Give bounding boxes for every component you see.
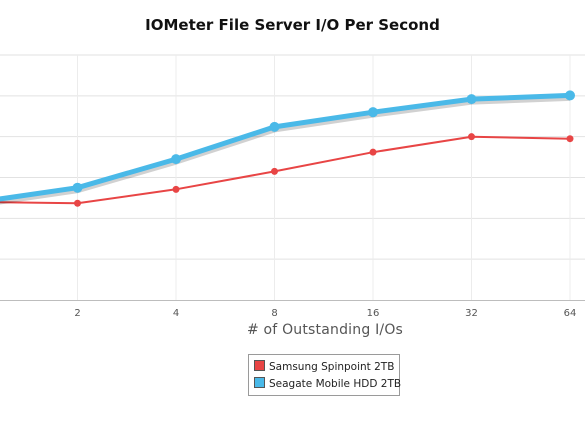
data-point-1[interactable]: [171, 154, 181, 165]
x-tick-labels: 2 4 8 16 32 64: [74, 308, 576, 319]
series-shadow-1: [0, 93, 571, 205]
x-tick-label: 64: [564, 308, 577, 319]
data-point-1[interactable]: [466, 94, 477, 105]
x-tick-label: 2: [74, 308, 80, 319]
data-point-1[interactable]: [72, 182, 83, 193]
data-point-0[interactable]: [566, 135, 574, 143]
data-point-0[interactable]: [468, 133, 475, 141]
data-point-1[interactable]: [368, 107, 378, 118]
series-line-1: [0, 92, 571, 202]
series-line-0: [0, 135, 571, 205]
data-point-0[interactable]: [271, 167, 278, 175]
legend-label-seagate: Seagate Mobile HDD 2TB: [269, 378, 402, 390]
grid-lines: [0, 54, 585, 300]
data-point-1[interactable]: [565, 90, 575, 101]
legend-item-seagate[interactable]: Seagate Mobile HDD 2TB: [254, 377, 401, 391]
x-tick-label: 32: [465, 308, 478, 319]
x-tick-label: 8: [271, 308, 277, 319]
x-axis-label: # of Outstanding I/Os: [246, 322, 404, 338]
legend-item-samsung[interactable]: Samsung Spinpoint 2TB: [254, 360, 394, 374]
legend: Samsung Spinpoint 2TB Seagate Mobile HDD…: [248, 354, 401, 396]
data-point-0[interactable]: [369, 148, 377, 156]
x-tick-label: 4: [173, 308, 179, 319]
x-tick-label: 16: [367, 308, 380, 319]
series-layer: [0, 90, 575, 207]
data-point-0[interactable]: [74, 199, 81, 207]
data-point-1[interactable]: [269, 121, 280, 132]
legend-swatch-samsung: [254, 360, 265, 371]
legend-swatch-seagate: [254, 377, 265, 388]
data-point-0[interactable]: [172, 185, 180, 193]
legend-label-samsung: Samsung Spinpoint 2TB: [269, 361, 395, 373]
chart-title: IOMeter File Server I/O Per Second: [145, 16, 440, 34]
